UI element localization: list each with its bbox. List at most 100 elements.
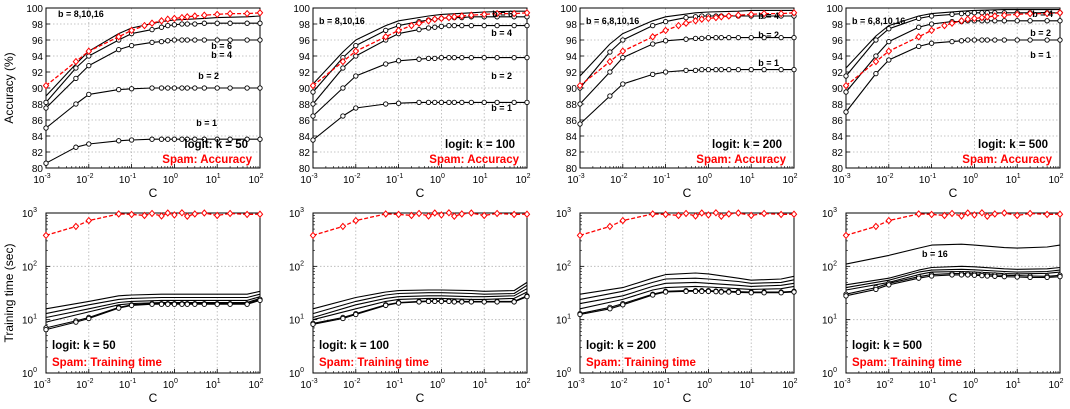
data-point-circle [886, 26, 892, 32]
x-tick-label: 102 [515, 173, 530, 186]
data-point-circle [791, 34, 797, 41]
y-tick-label: 90 [566, 84, 578, 95]
x-tick-exponent: -1 [930, 378, 936, 385]
data-point-circle [353, 73, 359, 79]
series-label: b = 4 [491, 28, 512, 38]
x-tick-exponent: -2 [354, 378, 360, 385]
data-point-circle [873, 37, 879, 43]
y-tick-exponent: 3 [300, 207, 304, 214]
y-tick-exponent: 0 [33, 367, 37, 374]
data-point-circle [416, 99, 422, 106]
data-point-diamond [191, 12, 199, 20]
data-point-circle [201, 20, 207, 26]
data-point-circle [718, 289, 724, 295]
data-point-circle [116, 138, 122, 144]
data-point-diamond [382, 210, 389, 218]
data-point-diamond [576, 231, 584, 240]
y-axis-label: Training time (sec) [2, 244, 16, 343]
data-point-circle [149, 136, 155, 142]
plot-area [846, 213, 1060, 373]
y-tick-label: 86 [299, 116, 311, 127]
annotation-logit: logit: k = 100 [445, 139, 515, 151]
x-tick-exponent: 0 [974, 378, 978, 385]
x-tick-exponent: -1 [130, 378, 136, 385]
data-point-circle [1014, 37, 1020, 43]
data-point-circle [395, 58, 402, 64]
x-tick-exponent: -3 [844, 378, 850, 385]
x-tick-label: 102 [1048, 378, 1063, 391]
x-tick-label: 10-3 [567, 378, 584, 391]
data-point-circle [735, 34, 741, 41]
data-point-circle [607, 306, 613, 312]
series-line [45, 296, 261, 319]
data-point-circle [949, 38, 955, 45]
data-point-circle [227, 37, 233, 43]
data-point-diamond [158, 212, 165, 220]
x-tick-exponent: -1 [664, 378, 670, 385]
data-point-diamond [760, 9, 768, 18]
x-tick-exponent: 1 [484, 378, 488, 385]
y-tick-exponent: 2 [567, 260, 571, 267]
data-point-diamond [1013, 10, 1021, 19]
data-point-circle [705, 34, 712, 41]
data-point-diamond [115, 210, 122, 218]
data-point-diamond [842, 231, 850, 240]
y-tick-label: 98 [566, 20, 578, 31]
data-point-circle [310, 113, 316, 119]
data-point-circle [459, 22, 465, 29]
data-point-circle [201, 85, 207, 91]
series-line [45, 293, 261, 315]
data-point-diamond [164, 209, 172, 217]
data-point-circle [171, 37, 178, 43]
x-tick-exponent: -2 [887, 378, 893, 385]
data-point-diamond [438, 211, 445, 219]
x-tick-exponent: -1 [397, 378, 403, 385]
data-point-diamond [148, 19, 156, 27]
data-point-circle [43, 105, 49, 111]
x-tick-exponent: 2 [260, 173, 264, 180]
data-point-circle [607, 49, 613, 55]
series-line [845, 243, 1061, 265]
data-point-diamond [468, 11, 475, 19]
y-tick-label: 86 [32, 116, 44, 127]
data-point-diamond [619, 47, 627, 55]
data-point-circle [718, 66, 724, 73]
data-point-diamond [415, 19, 423, 27]
x-tick-label: 10-2 [76, 173, 93, 186]
y-tick-exponent: 1 [300, 314, 304, 321]
data-point-diamond [445, 13, 453, 22]
series-label: b = 6,8,10,16 [852, 16, 905, 26]
data-point-circle [451, 22, 457, 29]
y-tick-label: 103 [22, 207, 37, 220]
y-tick-label: 100 [293, 4, 310, 15]
data-point-circle [43, 160, 49, 166]
x-tick-exponent: 2 [794, 173, 798, 180]
y-tick-exponent: 1 [33, 314, 37, 321]
data-point-circle [979, 37, 985, 43]
data-point-circle [179, 37, 185, 43]
x-tick-exponent: -2 [87, 173, 93, 180]
y-tick-label: 94 [299, 52, 311, 63]
y-tick-label: 84 [566, 132, 578, 143]
data-point-diamond [872, 57, 880, 66]
data-point-diamond [458, 12, 466, 20]
x-tick-exponent: 2 [527, 173, 531, 180]
y-tick-label: 102 [289, 260, 304, 273]
data-point-diamond [243, 210, 251, 219]
data-point-circle [761, 34, 767, 41]
data-point-diamond [256, 210, 264, 218]
y-tick-label: 100 [560, 4, 577, 15]
data-point-circle [165, 85, 171, 91]
data-point-circle [432, 99, 438, 106]
data-point-circle [1044, 18, 1050, 24]
data-point-circle [916, 275, 922, 281]
x-tick-label: 10-1 [919, 173, 936, 186]
x-tick-label: 102 [248, 173, 263, 186]
data-point-circle [184, 301, 190, 307]
data-point-diamond [1056, 210, 1064, 218]
data-point-circle [86, 141, 92, 147]
data-point-diamond [760, 209, 768, 218]
data-point-circle [692, 35, 699, 42]
series-line [312, 288, 528, 319]
data-point-circle [481, 22, 487, 29]
